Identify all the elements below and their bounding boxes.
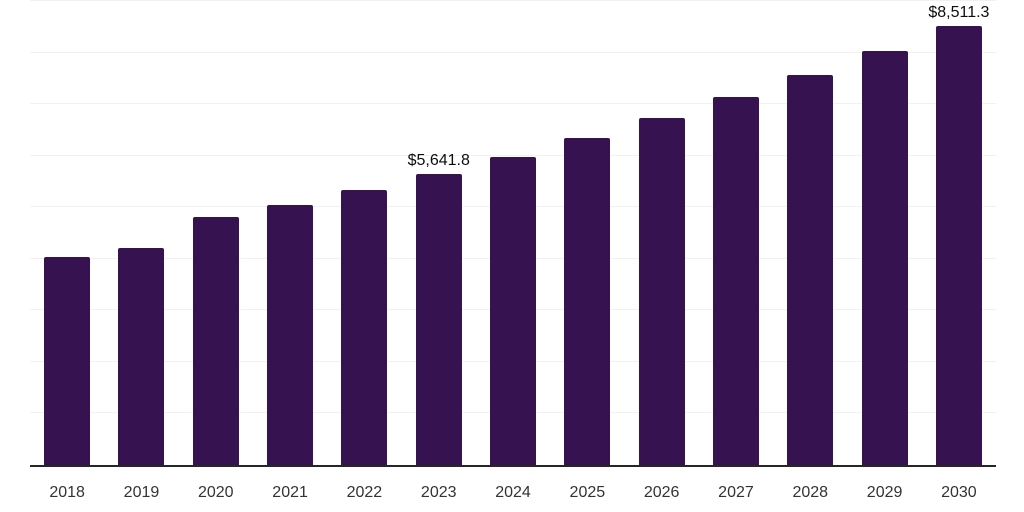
bar-2022 bbox=[341, 190, 388, 467]
bar-2020 bbox=[192, 217, 239, 467]
bar-slot: $8,511.3 bbox=[922, 0, 996, 467]
x-tick-label: 2030 bbox=[941, 484, 977, 501]
gridline bbox=[30, 155, 996, 156]
bar-2023 bbox=[415, 174, 462, 467]
x-tick-label: 2020 bbox=[197, 484, 234, 501]
bar-2024 bbox=[490, 157, 537, 467]
bar-2029 bbox=[861, 51, 908, 467]
bar-slot bbox=[476, 0, 550, 467]
x-tick-label: 2019 bbox=[123, 484, 160, 501]
x-tick-label: 2022 bbox=[346, 484, 383, 501]
bar-slot bbox=[253, 0, 327, 467]
bar-slot bbox=[847, 0, 921, 467]
bar-2027 bbox=[712, 97, 759, 467]
gridline bbox=[30, 0, 996, 1]
x-tick-label: 2027 bbox=[718, 484, 754, 501]
bar-slot bbox=[179, 0, 253, 467]
bar-2018 bbox=[44, 257, 91, 467]
x-tick-label: 2023 bbox=[420, 484, 457, 501]
x-tick-label: 2028 bbox=[792, 484, 829, 501]
bar-2019 bbox=[118, 248, 165, 467]
bar-2030 bbox=[935, 26, 982, 467]
x-tick-label: 2025 bbox=[569, 484, 606, 501]
bar-slot bbox=[104, 0, 178, 467]
bar-slot bbox=[773, 0, 847, 467]
x-tick-label: 2018 bbox=[49, 484, 85, 501]
x-axis-tick-labels: 2018 2019 2020 2021 2022 2023 2024 2025 2026 2027… bbox=[30, 484, 996, 501]
bar-2028 bbox=[787, 75, 834, 467]
bar-slot bbox=[327, 0, 401, 467]
bar-2025 bbox=[564, 138, 611, 467]
bar-slot bbox=[550, 0, 624, 467]
bar-series: $5,641.8 $8,511.3 bbox=[30, 0, 996, 467]
bar-slot bbox=[699, 0, 773, 467]
bar-2021 bbox=[267, 205, 314, 467]
gridline bbox=[30, 52, 996, 53]
x-axis-line bbox=[30, 465, 996, 467]
x-tick-label: 2024 bbox=[495, 484, 531, 501]
bar-2026 bbox=[638, 118, 685, 467]
bar-slot bbox=[30, 0, 104, 467]
gridline bbox=[30, 103, 996, 104]
bar-slot bbox=[625, 0, 699, 467]
bar-value-label: $5,641.8 bbox=[407, 152, 470, 169]
x-tick-label: 2029 bbox=[866, 484, 903, 501]
plot-area: $5,641.8 $8,511.3 bbox=[30, 0, 996, 467]
bar-slot: $5,641.8 bbox=[402, 0, 476, 467]
x-tick-label: 2021 bbox=[272, 484, 308, 501]
x-tick-label: 2026 bbox=[643, 484, 680, 501]
bar-value-label: $8,511.3 bbox=[928, 4, 990, 21]
